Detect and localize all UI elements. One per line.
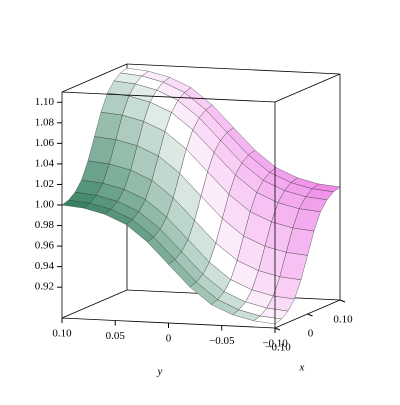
y-tick-label: −0.10 xyxy=(262,338,288,350)
box-edge xyxy=(61,63,128,93)
box-edge xyxy=(274,73,341,103)
y-tick-label: 0.10 xyxy=(52,328,72,340)
z-tick-label: 1.02 xyxy=(35,178,54,190)
box-edge xyxy=(126,63,341,75)
x-tick xyxy=(307,313,313,317)
z-tick-label: 0.96 xyxy=(35,240,55,252)
y-tick-label: −0.05 xyxy=(209,335,235,347)
x-tick-label: −0.10 xyxy=(265,342,291,354)
z-tick-label: 0.92 xyxy=(35,281,54,293)
surface-cell xyxy=(61,199,91,209)
z-tick-label: 0.98 xyxy=(35,219,55,231)
z-tick-label: 1.06 xyxy=(35,137,55,149)
box-edge xyxy=(61,289,128,319)
z-tick-label: 1.08 xyxy=(35,116,55,128)
box-edge xyxy=(61,91,276,103)
z-tick-label: 0.94 xyxy=(35,260,55,272)
y-axis-label: y xyxy=(157,366,163,378)
z-tick-label: 1.04 xyxy=(35,157,55,169)
x-tick xyxy=(274,327,281,331)
y-tick-label: 0 xyxy=(166,333,172,345)
x-tick-label: 0 xyxy=(308,328,314,340)
x-tick-label: 0.10 xyxy=(333,314,353,326)
z-tick-label: 1.10 xyxy=(35,96,55,108)
x-tick xyxy=(339,299,346,303)
y-tick-label: 0.05 xyxy=(106,330,126,342)
x-axis-label: x xyxy=(299,362,305,374)
z-tick-label: 1.00 xyxy=(35,199,55,211)
